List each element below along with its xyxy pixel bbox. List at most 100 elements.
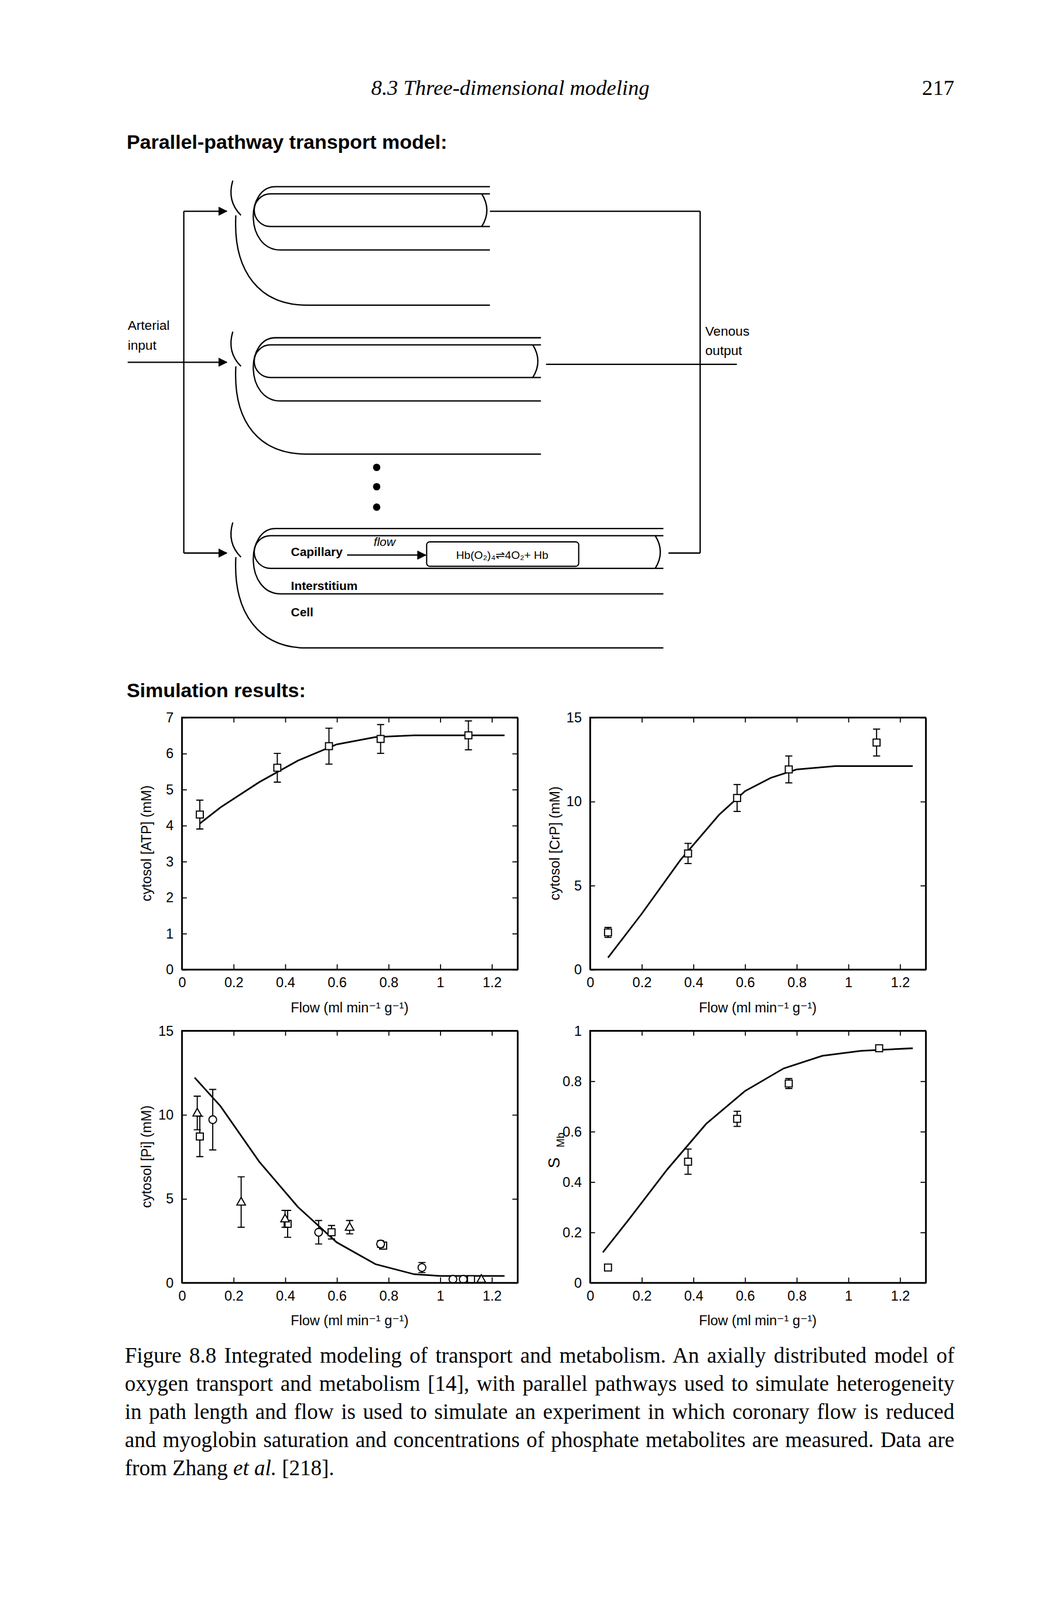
tick-label: 0.6 [735,1288,756,1304]
tick-mark [920,885,926,887]
tick: 0.4 [684,964,704,991]
tick-mark [336,1030,339,1036]
data-point [467,1276,475,1284]
tick-label: 0.4 [684,1288,704,1304]
arterial-arrow [127,361,227,363]
tick: 5 [165,782,187,798]
tick-label: 0.2 [562,1225,582,1241]
tick-label: 0 [574,1275,582,1291]
error-bar-cap [604,926,612,929]
tick-label: 0.8 [787,974,807,991]
tick-label: 1 [436,1288,445,1304]
tick-mark [491,1277,493,1284]
venous-line [546,363,738,366]
tick: 1 [165,926,187,942]
error-bar-cap [193,1128,201,1131]
tick-mark [181,933,187,935]
venous-line [699,211,701,554]
tick-mark [899,1277,902,1284]
x-axis-top [182,717,518,723]
cell-wall [235,366,541,455]
tick: 0.4 [275,964,296,991]
tick-label: 1.2 [890,974,910,991]
reaction-label: Hb(O₂)₄⇌4O₂+ Hb [455,548,548,562]
y-axis: 051015 [158,1023,187,1291]
error-bar-cap [377,724,385,726]
cell-wall [235,215,490,306]
tick [233,717,235,723]
tick-mark [589,885,596,887]
capillary-wall [254,535,664,569]
error-bar-cap [684,1173,692,1175]
tick-label: 0 [586,1288,595,1304]
data-point [476,1274,486,1283]
error-bar-cap [209,1089,217,1091]
data-point [196,1133,204,1141]
tick-mark [285,1030,287,1036]
tick-label: 5 [574,878,582,894]
error-bar-cap [785,1087,793,1090]
tick-label: 5 [165,782,174,798]
venous-line [668,552,701,554]
tick: 1.2 [890,964,910,991]
x-axis-top [182,1030,518,1036]
x-axis: 00.20.40.60.811.2 [178,964,519,991]
tick-mark [848,1030,850,1036]
input-label: Arterial [127,318,170,333]
output-label: Venous [705,323,750,339]
plot-frame [589,1030,926,1283]
tick-label: 0.6 [327,974,347,991]
cell-boundary [230,180,241,216]
data-point [604,929,612,937]
tick-label: 1 [574,1023,582,1039]
tick: 0.4 [684,1277,704,1304]
y-axis-title: S [544,1157,564,1169]
capillary-end [481,193,487,227]
tick-label: 7 [165,710,174,726]
tick-label: 0 [574,962,582,978]
error-bar-cap [315,1219,323,1221]
tick-mark [439,964,442,970]
tick-mark [439,1277,442,1284]
model-line [194,1077,505,1276]
tick-mark [641,1277,643,1284]
tick-mark [181,1114,187,1117]
tick-mark [641,964,643,970]
tick [512,933,518,935]
tick: 5 [574,878,596,894]
tick-mark [693,1030,695,1036]
error-bar-cap [733,1110,741,1112]
tick [512,753,518,755]
tick-mark [693,717,695,723]
tick: 3 [165,854,187,870]
error-bar-cap [325,727,333,729]
tick [285,717,287,723]
tick-label: 0.4 [562,1174,582,1190]
tick: 6 [165,745,187,762]
tick-mark [796,1030,798,1036]
tick-label: 0 [165,1275,174,1291]
cell-wall [235,557,664,648]
diagram: ArterialinputVenousoutputCapillaryflowHb… [127,180,750,648]
error-bar [684,1148,692,1175]
tick [899,717,902,723]
error-bar [733,784,741,812]
tick-label: 0.8 [379,974,399,991]
tick [336,717,339,723]
error-bar-cap [346,1219,354,1221]
tick: 1 [844,1277,853,1304]
tick-label: 0.4 [684,974,704,991]
tick: 0.2 [632,1277,653,1304]
error-bar [604,927,612,938]
tick-mark [589,1080,596,1083]
tick: 2 [165,889,187,906]
tick-mark [233,717,235,723]
data-point [785,765,793,773]
error-bar [684,843,692,864]
reaction-box [426,541,579,567]
tick-label: 10 [158,1107,174,1123]
error-bar-cap [196,1155,204,1158]
tick-mark [848,717,850,723]
tick-mark [181,789,187,791]
tick-mark [512,897,518,899]
